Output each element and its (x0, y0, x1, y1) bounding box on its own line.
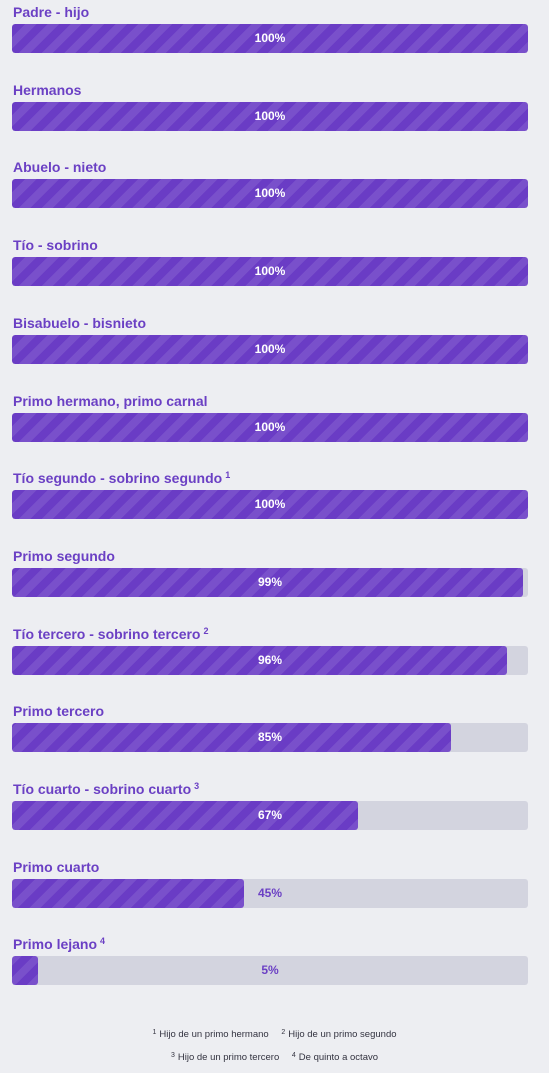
relationship-label: Tío segundo - sobrino segundo 1 (13, 470, 230, 488)
progress-percent: 100% (254, 186, 286, 200)
relationship-label: Primo hermano, primo carnal (13, 393, 208, 409)
progress-fill (12, 723, 451, 752)
progress-fill (12, 568, 523, 597)
progress-percent: 100% (254, 497, 286, 511)
relationship-label-text: Primo tercero (13, 703, 105, 719)
progress-percent: 45% (257, 886, 283, 900)
progress-percent: 67% (257, 808, 283, 822)
progress-percent: 100% (254, 420, 286, 434)
footnote-text: De quinto a octavo (298, 1052, 379, 1063)
relationship-label-text: Padre - hijo (13, 4, 90, 20)
progress-fill (12, 179, 528, 208)
relationship-label-text: Tío segundo - sobrino segundo (13, 470, 223, 486)
footnote-mark: 3 (170, 1052, 175, 1059)
progress-track: 100% (12, 179, 528, 208)
progress-track: 67% (12, 801, 528, 830)
footnote-ref: 1 (225, 470, 231, 480)
relationship-row: Tío tercero - sobrino tercero 2 96% (12, 626, 529, 675)
footnote-row-2: 3 Hijo de un primo tercero 4 De quinto a o… (0, 1047, 549, 1070)
relationship-row: Primo segundo 99% (12, 548, 529, 597)
progress-track: 45% (12, 879, 528, 908)
footnote-ref: 3 (194, 781, 200, 791)
progress-percent: 99% (257, 575, 283, 589)
progress-fill (12, 24, 528, 53)
progress-percent: 100% (254, 109, 286, 123)
progress-percent: 100% (254, 31, 286, 45)
relationship-label: Bisabuelo - bisnieto (13, 315, 146, 331)
relationship-row: Abuelo - nieto 100% (12, 159, 529, 208)
relationship-row: Padre - hijo 100% (12, 4, 529, 53)
progress-fill (12, 801, 358, 830)
progress-fill (12, 257, 528, 286)
footnote-2: 2 Hijo de un primo segundo (281, 1024, 396, 1047)
footnote-ref: 2 (203, 626, 209, 636)
footnote-text: Hijo de un primo tercero (177, 1052, 280, 1063)
relationship-label-text: Tío cuarto - sobrino cuarto (13, 781, 192, 797)
relationship-label-text: Primo lejano (13, 936, 98, 952)
footnote-ref: 4 (100, 936, 106, 946)
relationship-label-text: Hermanos (13, 82, 82, 98)
relationship-label: Tío - sobrino (13, 237, 98, 253)
progress-track: 100% (12, 102, 528, 131)
footnote-mark: 1 (152, 1029, 157, 1036)
progress-percent: 85% (257, 730, 283, 744)
relationship-label: Primo segundo (13, 548, 115, 564)
progress-track: 100% (12, 490, 528, 519)
relationship-label: Primo tercero (13, 703, 104, 719)
progress-track: 100% (12, 335, 528, 364)
progress-percent: 96% (257, 653, 283, 667)
footnotes: 1 Hijo de un primo hermano 2 Hijo de un pr… (0, 1024, 549, 1070)
progress-track: 100% (12, 24, 528, 53)
footnote-text: Hijo de un primo hermano (159, 1029, 269, 1040)
progress-fill (12, 646, 507, 675)
progress-track: 100% (12, 257, 528, 286)
relationship-label-text: Bisabuelo - bisnieto (13, 315, 147, 331)
relationship-label-text: Primo hermano, primo carnal (13, 393, 208, 409)
relationship-row: Primo lejano 4 5% (12, 936, 529, 985)
relationship-label: Abuelo - nieto (13, 159, 106, 175)
progress-track: 99% (12, 568, 528, 597)
progress-percent: 100% (254, 264, 286, 278)
relationship-row: Tío cuarto - sobrino cuarto 3 67% (12, 781, 529, 830)
footnote-3: 3 Hijo de un primo tercero (171, 1047, 279, 1070)
relationship-label: Tío cuarto - sobrino cuarto 3 (13, 781, 199, 799)
relationship-row: Primo cuarto 45% (12, 859, 529, 908)
relationship-row: Tío - sobrino 100% (12, 237, 529, 286)
relationship-label-text: Primo segundo (13, 548, 115, 564)
footnote-mark: 4 (291, 1052, 296, 1059)
relationship-label: Tío tercero - sobrino tercero 2 (13, 626, 209, 644)
relationship-label-text: Tío - sobrino (13, 237, 98, 253)
footnote-text: Hijo de un primo segundo (288, 1029, 397, 1040)
relationship-label-text: Tío tercero - sobrino tercero (13, 626, 201, 642)
progress-fill (12, 956, 38, 985)
progress-fill (12, 413, 528, 442)
progress-track: 100% (12, 413, 528, 442)
relationship-label-text: Abuelo - nieto (13, 159, 107, 175)
footnote-4: 4 De quinto a octavo (292, 1047, 378, 1070)
relationship-row: Hermanos 100% (12, 82, 529, 131)
progress-fill (12, 335, 528, 364)
progress-fill (12, 879, 244, 908)
relationship-label: Primo lejano 4 (13, 936, 105, 954)
footnote-mark: 2 (281, 1029, 286, 1036)
relationship-row: Primo tercero 85% (12, 703, 529, 752)
relationship-row: Tío segundo - sobrino segundo 1 100% (12, 470, 529, 519)
footnote-row-1: 1 Hijo de un primo hermano 2 Hijo de un pr… (0, 1024, 549, 1047)
progress-track: 85% (12, 723, 528, 752)
progress-track: 96% (12, 646, 528, 675)
relationship-row: Bisabuelo - bisnieto 100% (12, 315, 529, 364)
relationship-label: Padre - hijo (13, 4, 89, 20)
progress-percent: 5% (261, 963, 279, 977)
relationship-label: Primo cuarto (13, 859, 99, 875)
footnote-1: 1 Hijo de un primo hermano (152, 1024, 268, 1047)
progress-fill (12, 102, 528, 131)
relationship-label: Hermanos (13, 82, 81, 98)
progress-fill (12, 490, 528, 519)
progress-track: 5% (12, 956, 528, 985)
progress-percent: 100% (254, 342, 286, 356)
relationship-row: Primo hermano, primo carnal 100% (12, 393, 529, 442)
relationship-label-text: Primo cuarto (13, 859, 100, 875)
